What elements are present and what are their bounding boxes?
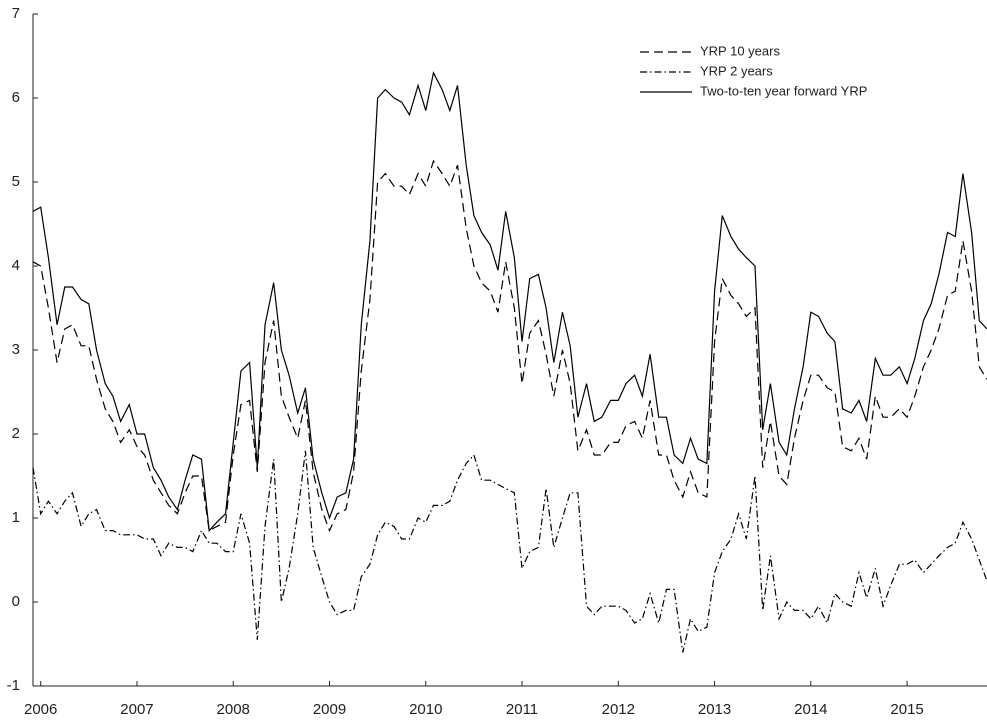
y-tick-label: 7 [12, 5, 20, 22]
y-tick-label: 4 [12, 257, 20, 274]
x-tick-label: 2008 [217, 701, 250, 718]
y-tick-label: 6 [12, 89, 20, 106]
y-tick-label: 2 [12, 425, 20, 442]
legend-label: YRP 10 years [700, 43, 780, 58]
x-tick-label: 2007 [120, 701, 153, 718]
y-tick-label: 0 [12, 593, 20, 610]
series-line [32, 159, 987, 533]
y-tick-label: 3 [12, 341, 20, 358]
legend-label: YRP 2 years [700, 63, 773, 78]
y-tick-label: -1 [7, 677, 20, 694]
x-tick-label: 2011 [506, 701, 538, 718]
x-tick-label: 2014 [794, 701, 827, 718]
series-line [32, 450, 987, 653]
x-tick-label: 2009 [313, 701, 346, 718]
x-tick-label: 2006 [24, 701, 57, 718]
x-tick-label: 2015 [890, 701, 923, 718]
y-tick-label: 5 [12, 173, 20, 190]
legend-label: Two-to-ten year forward YRP [700, 83, 867, 98]
x-tick-label: 2010 [409, 701, 442, 718]
legend: YRP 10 years YRP 2 years Two-to-ten year f… [640, 43, 867, 98]
x-tick-label: 2012 [602, 701, 635, 718]
series-line [32, 71, 987, 532]
x-tick-label: 2013 [698, 701, 731, 718]
y-tick-label: 1 [12, 509, 20, 526]
